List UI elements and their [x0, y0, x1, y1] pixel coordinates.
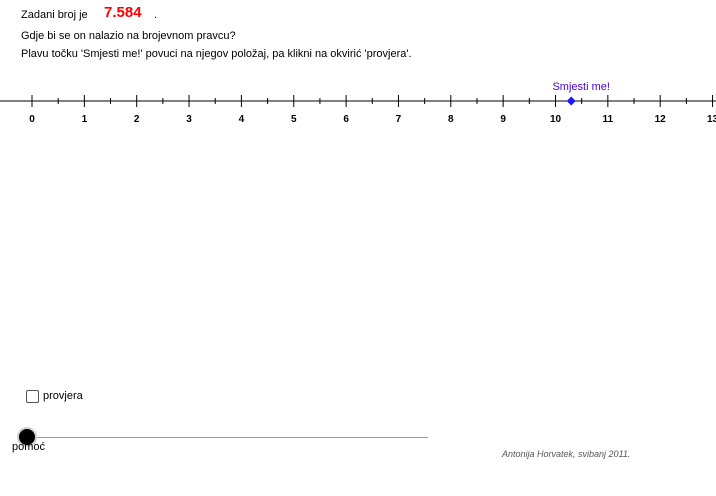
number-line: 0 1 2 3 4 5 6 7 8 9 10 11 12 13 Smjesti me! — [0, 81, 716, 125]
provjera-label[interactable]: provjera — [43, 390, 83, 402]
tick-label-2: 2 — [134, 114, 140, 125]
tick-label-8: 8 — [448, 114, 454, 125]
instruction-text: Plavu točku 'Smjesti me!' povuci na njeg… — [21, 48, 412, 60]
tick-label-12: 12 — [655, 114, 667, 125]
pomoc-slider-label: pomoć — [12, 441, 46, 453]
tick-label-13: 13 — [707, 114, 716, 125]
tick-label-4: 4 — [239, 114, 245, 125]
tick-label-0: 0 — [29, 114, 35, 125]
tick-label-3: 3 — [186, 114, 192, 125]
number-line-ticks: 0 1 2 3 4 5 6 7 8 9 10 11 12 13 — [29, 95, 716, 125]
tick-label-11: 11 — [603, 114, 614, 125]
author-credit: Antonija Horvatek, svibanj 2011. — [502, 449, 631, 459]
pomoc-slider-track[interactable] — [27, 437, 428, 438]
tick-label-6: 6 — [343, 114, 349, 125]
given-number-value: 7.584 — [104, 4, 142, 21]
pomoc-slider-knob[interactable] — [19, 429, 35, 445]
point-label: Smjesti me! — [552, 81, 609, 93]
tick-label-9: 9 — [500, 114, 506, 125]
provjera-checkbox[interactable] — [26, 390, 39, 403]
smjesti-me-point[interactable]: Smjesti me! — [552, 81, 610, 106]
question-text: Gdje bi se on nalazio na brojevnom pravc… — [21, 30, 236, 42]
tick-label-1: 1 — [82, 114, 88, 125]
tick-label-10: 10 — [550, 114, 562, 125]
tick-label-5: 5 — [291, 114, 297, 125]
point-diamond[interactable] — [566, 96, 576, 106]
tick-label-7: 7 — [396, 114, 402, 125]
given-number-suffix: . — [154, 9, 158, 21]
given-number-prefix: Zadani broj je — [21, 9, 88, 21]
